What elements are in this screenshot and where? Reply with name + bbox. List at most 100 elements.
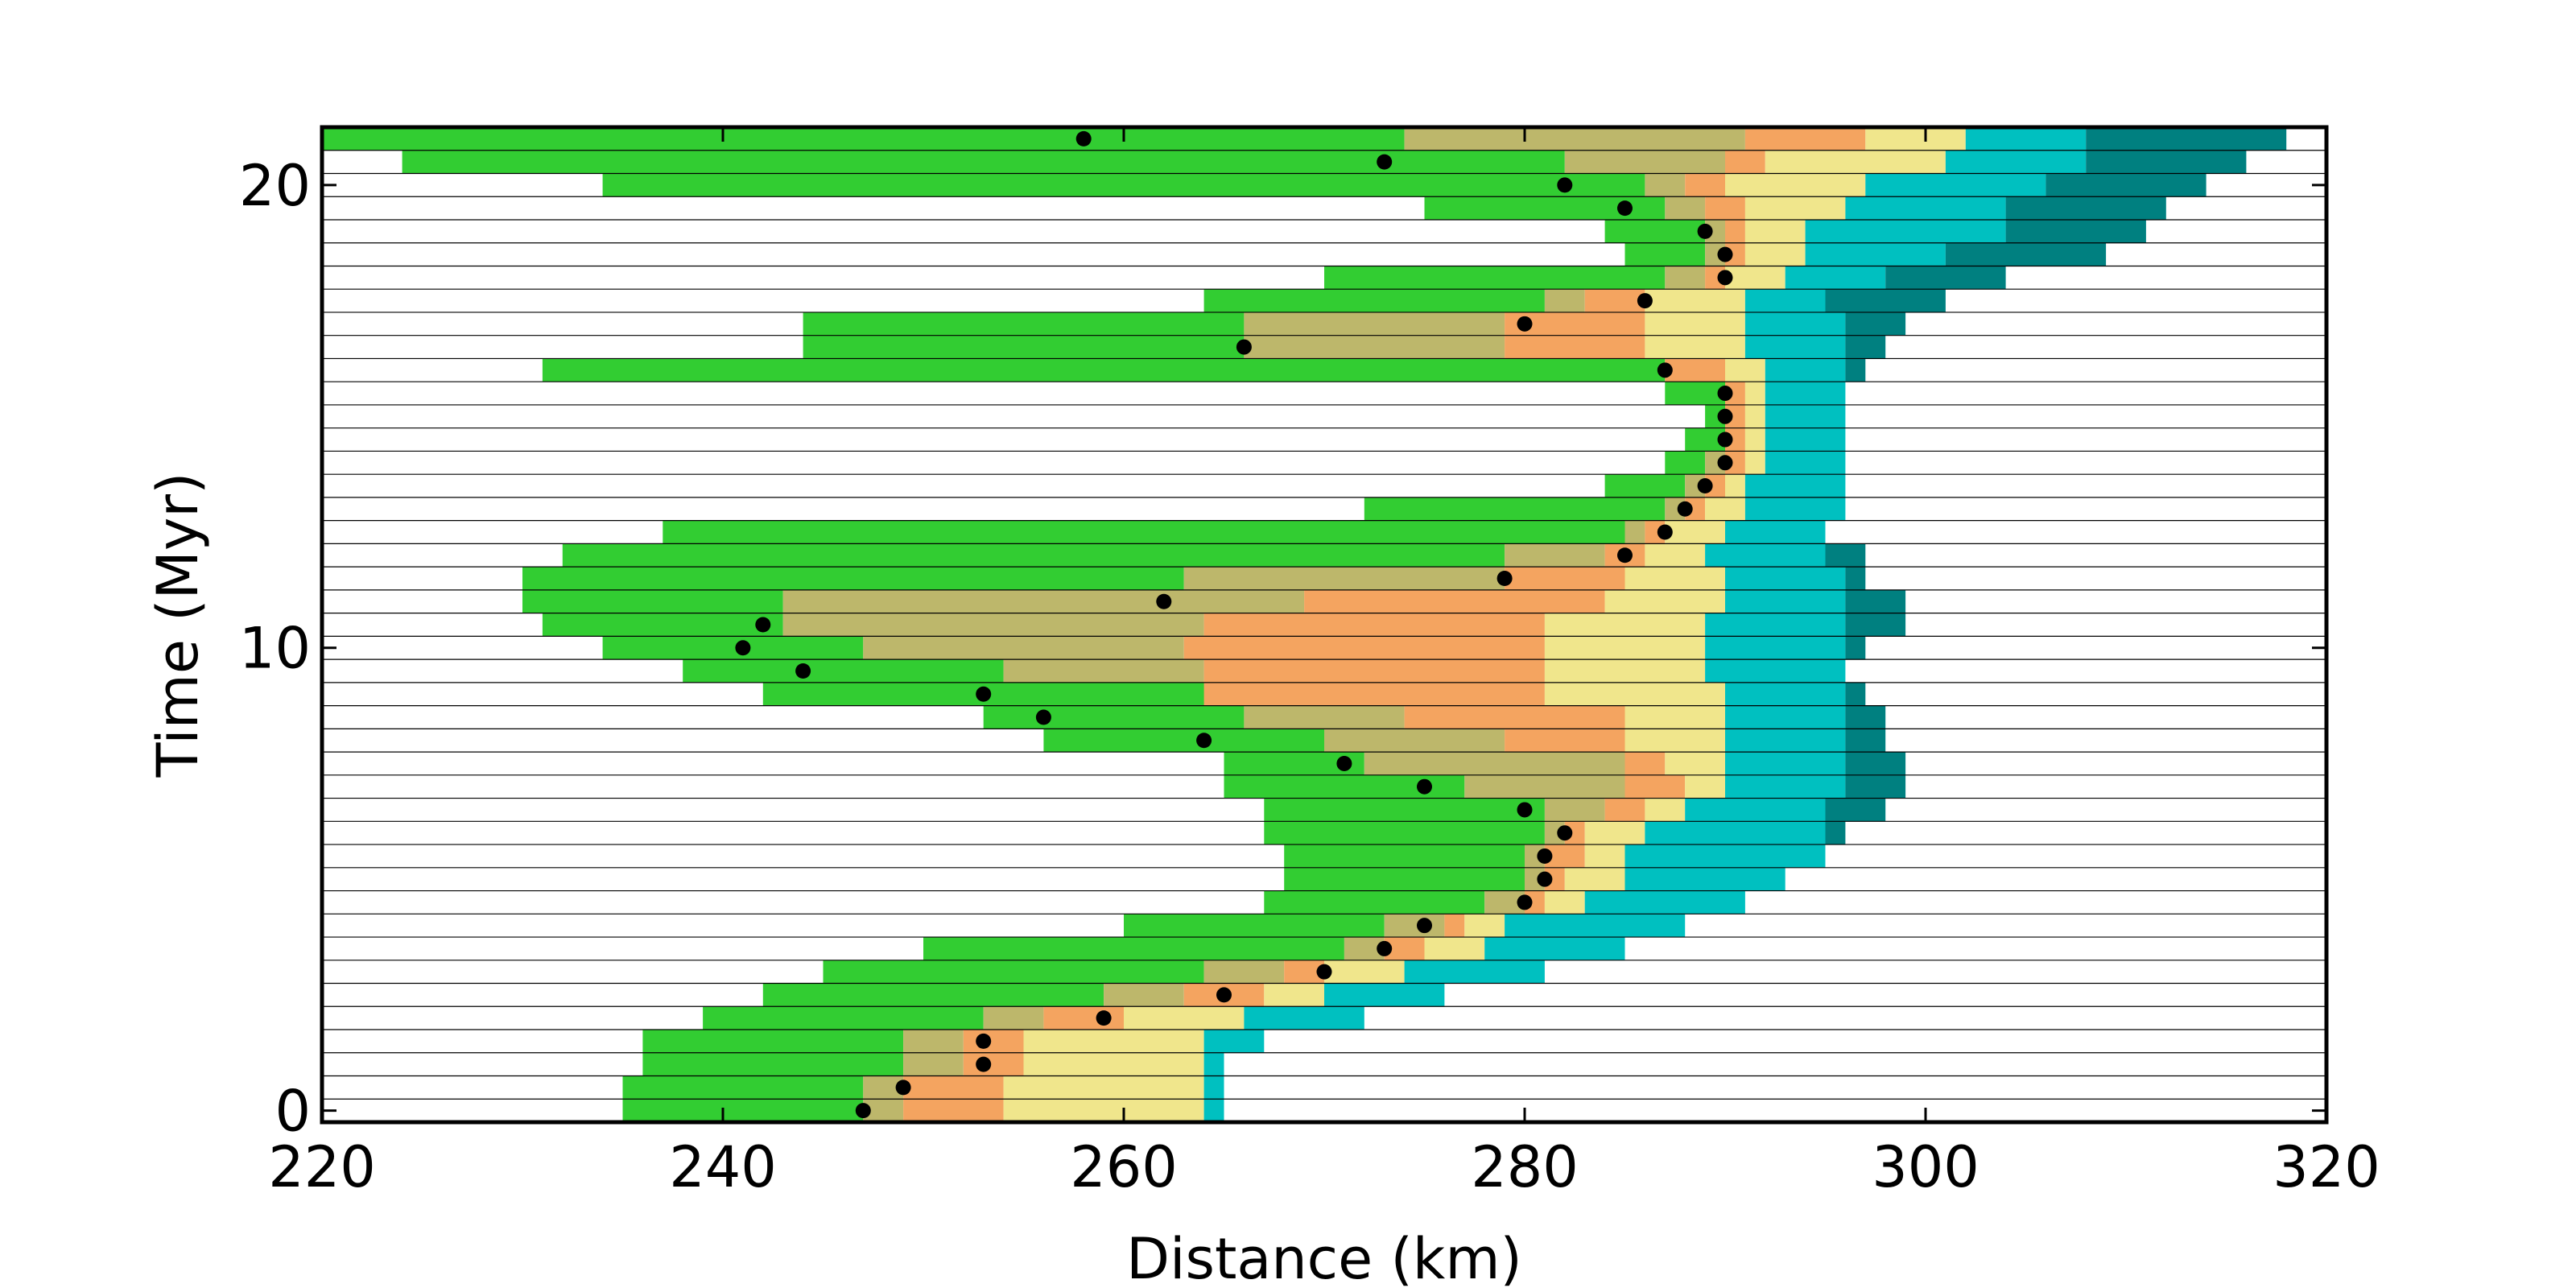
- facies-bar-segment: [1744, 404, 1765, 428]
- facies-bar-segment: [1505, 567, 1625, 590]
- facies-bar-segment: [1744, 497, 1846, 521]
- facies-bar-segment: [1203, 682, 1545, 706]
- facies-bar-segment: [1705, 196, 1745, 220]
- facies-bar-segment: [1725, 729, 1846, 753]
- facies-bar-segment: [2086, 127, 2287, 151]
- facies-bar-segment: [1003, 659, 1204, 683]
- facies-bar-segment: [1003, 1099, 1204, 1122]
- facies-bar-segment: [1203, 1099, 1224, 1122]
- facies-bar-segment: [1645, 289, 1745, 312]
- facies-bar-segment: [1624, 705, 1725, 729]
- facies-bar-segment: [1645, 312, 1745, 336]
- facies-bar-segment: [1624, 242, 1706, 266]
- facies-bar-segment: [1624, 752, 1666, 775]
- facies-bar-segment: [1705, 613, 1846, 637]
- facies-bar-segment: [1544, 613, 1706, 637]
- shoreline-marker: [1377, 940, 1393, 956]
- facies-bar-segment: [1845, 589, 1906, 613]
- facies-bar-segment: [1825, 543, 1866, 568]
- shoreline-marker: [1517, 802, 1533, 818]
- facies-bar-segment: [1685, 173, 1725, 197]
- shoreline-marker: [1697, 478, 1713, 494]
- facies-bar-segment: [1744, 427, 1765, 452]
- facies-bar-segment: [522, 567, 1184, 590]
- facies-bar-segment: [1845, 682, 1866, 706]
- facies-bar-segment: [803, 335, 1245, 359]
- facies-bar-segment: [1043, 1006, 1124, 1030]
- facies-bar-segment: [1564, 150, 1725, 174]
- shoreline-marker: [1717, 246, 1733, 262]
- facies-bar-segment: [1845, 636, 1866, 660]
- facies-bar-segment: [1244, 1006, 1364, 1030]
- facies-bar-segment: [1444, 914, 1465, 938]
- facies-bar-segment: [602, 636, 864, 660]
- facies-bar-segment: [1464, 914, 1505, 938]
- facies-bar-segment: [1404, 127, 1745, 151]
- facies-bar-segment: [1845, 752, 1906, 775]
- facies-bar-segment: [903, 1052, 964, 1076]
- shoreline-marker: [1537, 871, 1553, 887]
- facies-bar-segment: [1624, 567, 1725, 590]
- facies-bar-segment: [1744, 312, 1846, 336]
- facies-bar-segment: [1645, 798, 1686, 822]
- facies-bar-segment: [2046, 173, 2207, 197]
- facies-bar-segment: [1805, 219, 2006, 243]
- facies-bar-segment: [1845, 729, 1886, 753]
- facies-bar-segment: [642, 1052, 904, 1076]
- facies-bar-segment: [1624, 867, 1785, 891]
- facies-bar-segment: [683, 659, 1004, 683]
- facies-bar-segment: [1744, 127, 1866, 151]
- shoreline-marker: [1617, 200, 1633, 217]
- facies-bar-segment: [1645, 335, 1745, 359]
- facies-bar-segment: [1785, 266, 1886, 290]
- shoreline-marker: [1417, 778, 1432, 795]
- facies-bar-segment: [1685, 774, 1725, 799]
- facies-bar-segment: [1624, 844, 1826, 868]
- shoreline-marker: [1657, 362, 1673, 378]
- facies-bar-segment: [1725, 266, 1785, 290]
- facies-bar-segment: [1645, 543, 1706, 568]
- facies-bar-segment: [1845, 312, 1906, 336]
- facies-bar-segment: [1264, 890, 1485, 914]
- facies-bar-segment: [1203, 1030, 1265, 1053]
- facies-bar-segment: [1744, 451, 1765, 475]
- facies-bar-segment: [2005, 219, 2146, 243]
- facies-bar-segment: [322, 127, 1405, 151]
- facies-bar-segment: [1324, 266, 1666, 290]
- facies-bar-segment: [1845, 774, 1906, 799]
- facies-bar-segment: [1725, 774, 1846, 799]
- facies-bar-segment: [1705, 497, 1745, 521]
- shoreline-marker: [1236, 339, 1252, 355]
- shoreline-marker: [1717, 408, 1733, 424]
- facies-bar-segment: [1725, 682, 1846, 706]
- facies-bar-segment: [1264, 798, 1545, 822]
- facies-bar-segment: [1584, 844, 1625, 868]
- facies-bar-segment: [983, 1006, 1044, 1030]
- facies-bar-segment: [1183, 636, 1545, 660]
- facies-bar-segment: [782, 613, 1204, 637]
- facies-bar-segment: [1544, 659, 1706, 683]
- facies-bar-segment: [1725, 150, 1765, 174]
- shoreline-marker: [1557, 177, 1573, 193]
- facies-bar-segment: [1744, 289, 1826, 312]
- x-tick-label: 300: [1872, 1134, 1979, 1200]
- facies-bar-segment: [402, 150, 1565, 174]
- facies-bar-segment: [1744, 382, 1765, 405]
- x-tick-label: 320: [2273, 1134, 2380, 1200]
- facies-bar-segment: [782, 589, 1305, 613]
- shoreline-marker: [855, 1103, 871, 1119]
- facies-bar-segment: [823, 960, 1204, 984]
- facies-bar-segment: [1604, 219, 1706, 243]
- facies-bar-segment: [1203, 1075, 1224, 1100]
- facies-bar-segment: [1484, 937, 1625, 960]
- facies-bar-segment: [1544, 798, 1605, 822]
- facies-bar-segment: [1584, 821, 1645, 845]
- facies-bar-segment: [1264, 983, 1324, 1007]
- facies-bar-segment: [1865, 127, 1966, 151]
- shoreline-marker: [795, 663, 811, 679]
- facies-bar-segment: [863, 636, 1184, 660]
- shoreline-marker: [1035, 709, 1051, 725]
- facies-bar-segment: [1725, 173, 1866, 197]
- facies-bar-segment: [1544, 636, 1706, 660]
